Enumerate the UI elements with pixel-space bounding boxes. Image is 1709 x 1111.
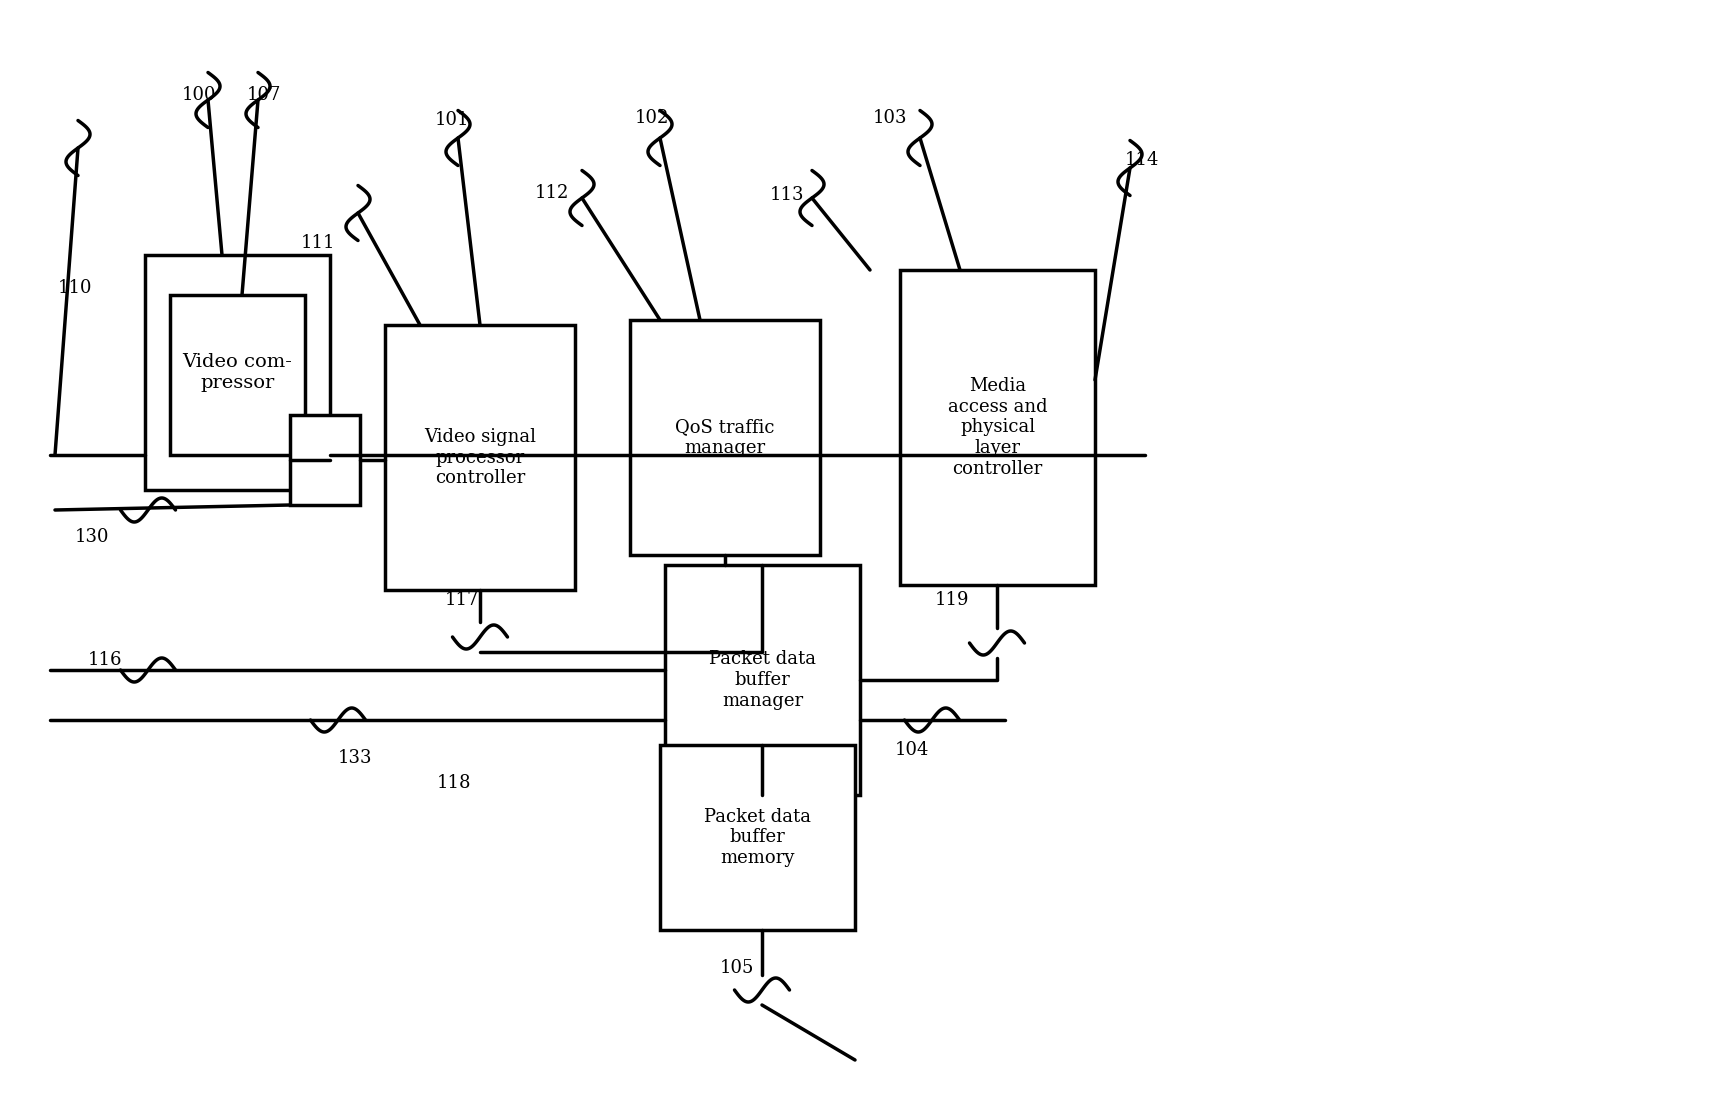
- Text: 119: 119: [935, 591, 969, 609]
- FancyBboxPatch shape: [145, 256, 330, 490]
- Text: 113: 113: [771, 186, 805, 204]
- Text: Packet data
buffer
manager: Packet data buffer manager: [709, 650, 815, 710]
- Text: 100: 100: [181, 86, 217, 104]
- FancyBboxPatch shape: [660, 745, 854, 930]
- Text: 114: 114: [1125, 151, 1159, 169]
- Text: 110: 110: [58, 279, 92, 297]
- Text: 107: 107: [248, 86, 282, 104]
- Text: 104: 104: [896, 741, 930, 759]
- FancyBboxPatch shape: [291, 416, 361, 506]
- FancyBboxPatch shape: [665, 565, 860, 795]
- Text: Video signal
processor
controller: Video signal processor controller: [424, 428, 537, 488]
- Text: 105: 105: [719, 959, 754, 977]
- Text: 102: 102: [636, 109, 670, 127]
- Text: 117: 117: [444, 591, 480, 609]
- FancyBboxPatch shape: [385, 326, 574, 590]
- FancyBboxPatch shape: [631, 320, 820, 556]
- Text: 103: 103: [873, 109, 907, 127]
- Text: 112: 112: [535, 184, 569, 202]
- FancyBboxPatch shape: [901, 270, 1095, 585]
- Text: Media
access and
physical
layer
controller: Media access and physical layer controll…: [948, 377, 1048, 478]
- Text: 133: 133: [338, 749, 373, 767]
- Text: 116: 116: [87, 651, 123, 669]
- Text: 101: 101: [436, 111, 470, 129]
- Text: 118: 118: [438, 774, 472, 792]
- Text: Video com-
pressor: Video com- pressor: [183, 353, 292, 392]
- Text: 130: 130: [75, 528, 109, 546]
- Text: 111: 111: [301, 234, 335, 252]
- Text: QoS traffic
manager: QoS traffic manager: [675, 418, 774, 457]
- Text: Packet data
buffer
memory: Packet data buffer memory: [704, 808, 812, 868]
- FancyBboxPatch shape: [169, 296, 304, 456]
